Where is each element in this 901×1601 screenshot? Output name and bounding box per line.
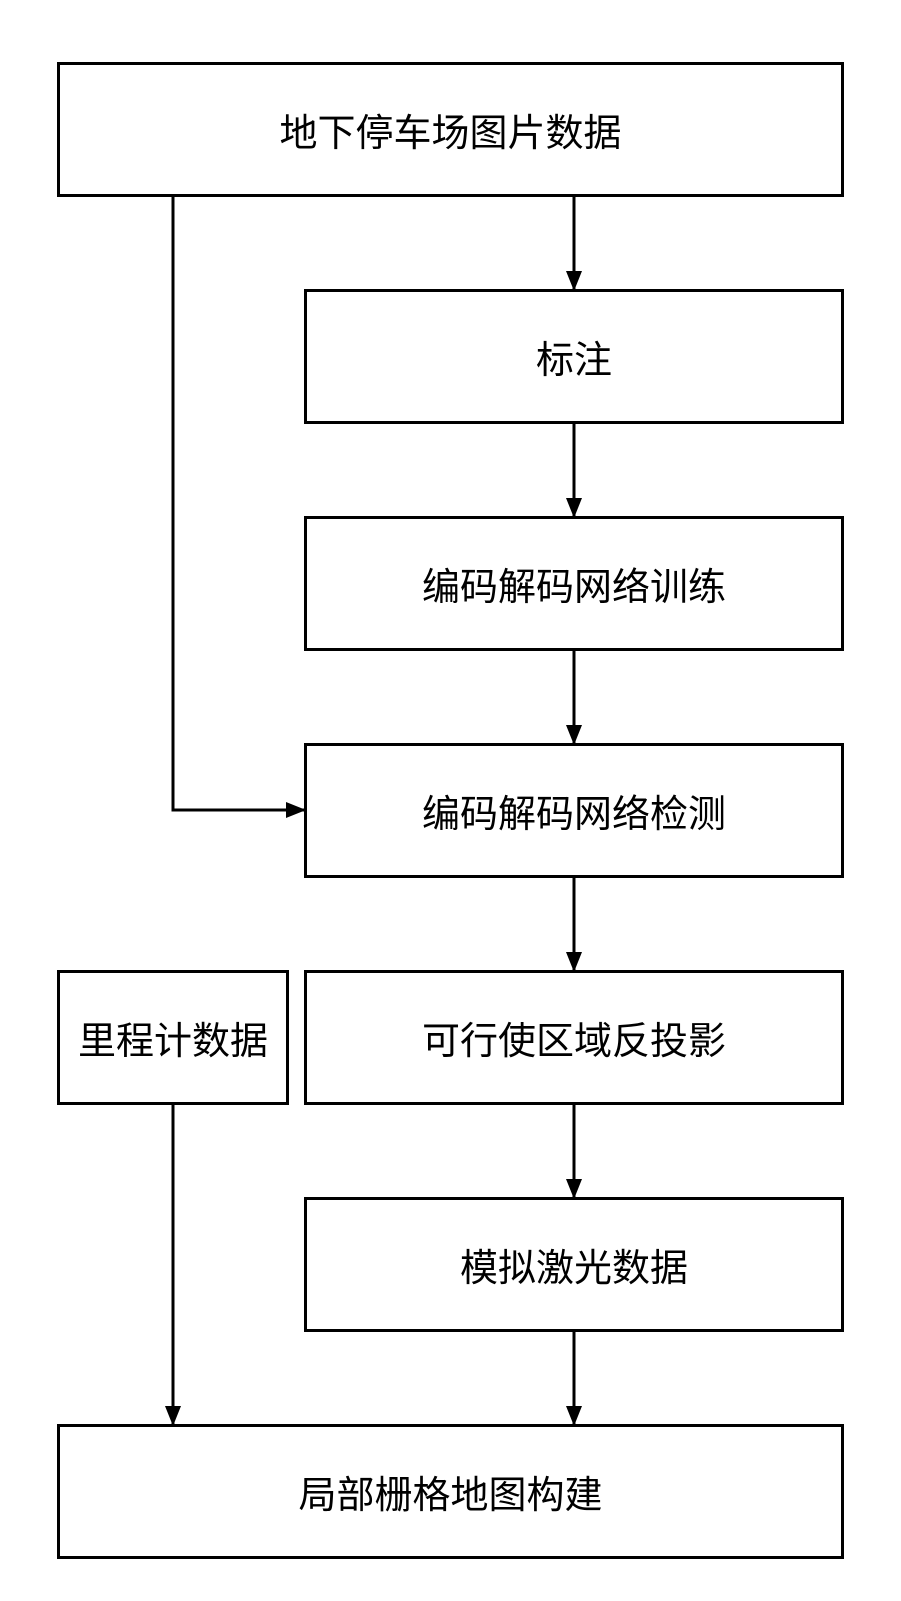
edges-layer: [0, 0, 901, 1601]
edge-n1-n4: [173, 197, 304, 810]
